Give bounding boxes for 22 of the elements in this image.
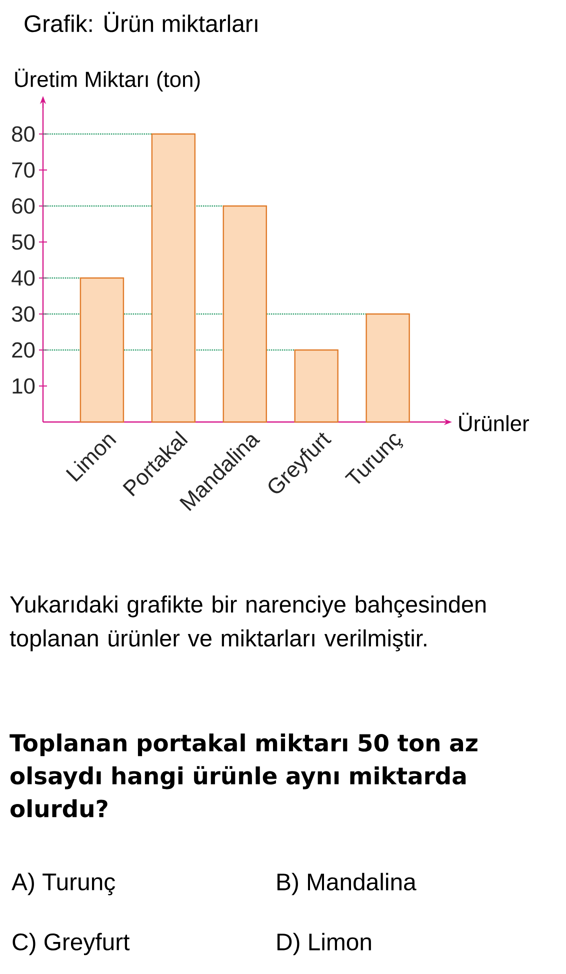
y-axis-title: Üretim Miktarı (ton) [15, 68, 200, 92]
y-tick-label: 10 [12, 378, 35, 394]
y-tick-label: 40 [12, 270, 35, 286]
text: D) Limon [277, 932, 371, 956]
text: B) Mandalina [277, 872, 416, 896]
text: Toplanan portakal miktarı 50 ton az olsaydı hangi ürünle aynı miktarda olurdu? [10, 734, 478, 818]
bar [151, 133, 196, 423]
y-tick-label: 20 [12, 342, 35, 358]
x-axis-title: Ürünler [459, 412, 529, 432]
y-tick-label: 30 [12, 306, 35, 322]
text: C) Greyfurt [12, 932, 130, 956]
chart-title: Grafik: Ürün miktarları [24, 12, 258, 32]
y-tick-label: 60 [12, 198, 35, 214]
text: Yukarıdaki grafikte bir narenciye bahçesinden toplanan ürünler ve miktarları verilmiştir. [10, 596, 486, 652]
y-tick-label: 80 [12, 126, 35, 142]
bar [366, 313, 410, 423]
y-tick-label: 70 [12, 162, 35, 178]
bar [80, 277, 124, 423]
bar [222, 205, 267, 423]
y-tick-label: 50 [12, 234, 35, 250]
text: A) Turunç [12, 872, 115, 896]
bar [294, 349, 338, 423]
